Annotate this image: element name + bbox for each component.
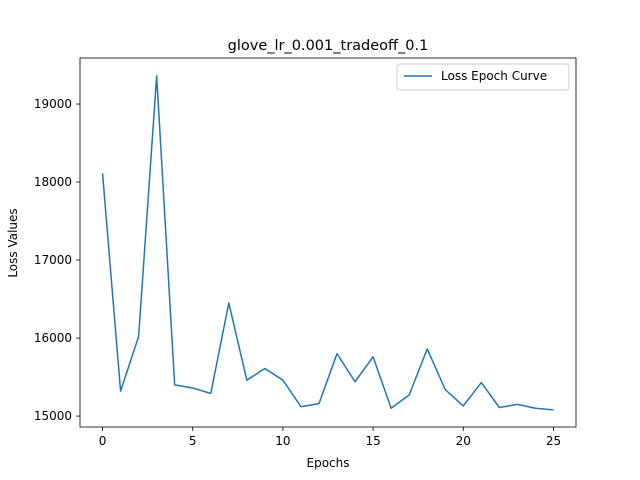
y-tick-label: 19000 <box>34 97 72 111</box>
x-tick-label: 20 <box>456 434 471 448</box>
plot-area <box>79 57 577 428</box>
legend-label: Loss Epoch Curve <box>441 69 547 83</box>
chart-title: glove_lr_0.001_tradeoff_0.1 <box>228 38 429 54</box>
x-tick-label: 25 <box>546 434 561 448</box>
x-axis-label: Epochs <box>307 456 350 470</box>
series-line-loss-epoch-curve <box>101 75 554 411</box>
y-axis-ticks: 15000 16000 17000 18000 19000 <box>34 97 80 423</box>
x-tick-label: 5 <box>189 434 197 448</box>
x-tick-label: 0 <box>99 434 107 448</box>
x-axis-ticks: 0 5 10 15 20 25 <box>99 427 561 448</box>
y-tick-label: 17000 <box>34 253 72 267</box>
y-tick-label: 16000 <box>34 331 72 345</box>
legend: Loss Epoch Curve <box>396 63 570 91</box>
x-tick-label: 15 <box>365 434 380 448</box>
y-tick-label: 15000 <box>34 409 72 423</box>
x-tick-label: 10 <box>275 434 290 448</box>
y-axis-label: Loss Values <box>6 208 20 277</box>
y-tick-label: 18000 <box>34 175 72 189</box>
plot-frame <box>79 57 577 428</box>
legend-box <box>396 63 570 91</box>
